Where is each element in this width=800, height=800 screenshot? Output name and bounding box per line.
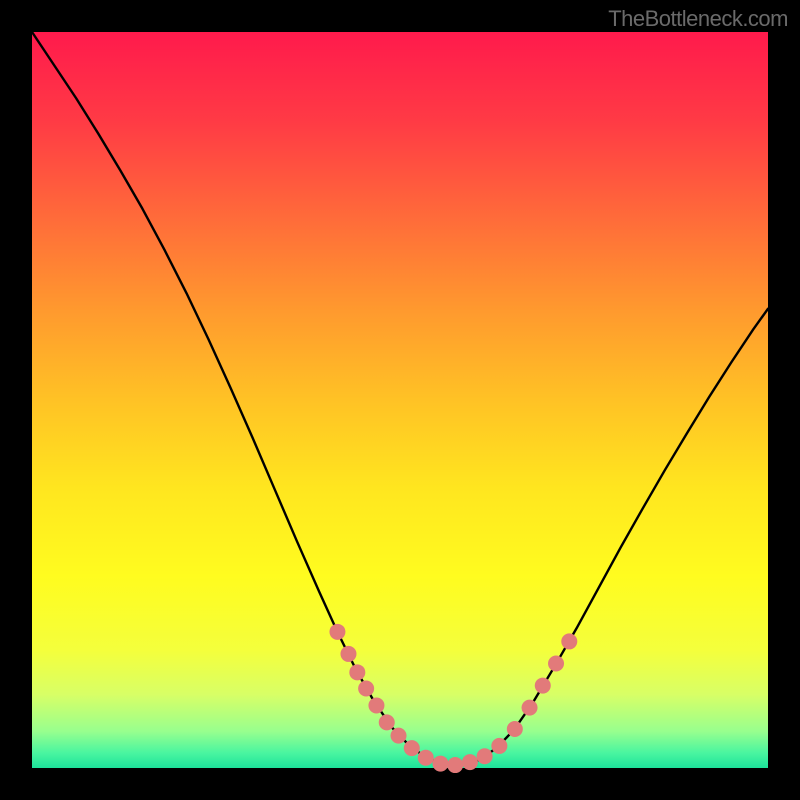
data-marker [418,750,434,766]
data-marker [561,633,577,649]
data-marker [491,738,507,754]
data-marker [535,678,551,694]
bottleneck-curve [32,32,768,768]
data-marker [432,756,448,772]
data-marker [462,754,478,770]
data-marker [507,721,523,737]
data-marker [447,757,463,773]
data-marker [379,714,395,730]
data-marker [340,646,356,662]
data-marker [391,728,407,744]
data-marker [329,624,345,640]
data-marker [349,664,365,680]
watermark-text: TheBottleneck.com [608,6,788,32]
data-marker [368,697,384,713]
plot-area [32,32,768,768]
data-marker [358,681,374,697]
data-marker [548,655,564,671]
data-marker [477,748,493,764]
data-marker [404,740,420,756]
data-marker [522,700,538,716]
